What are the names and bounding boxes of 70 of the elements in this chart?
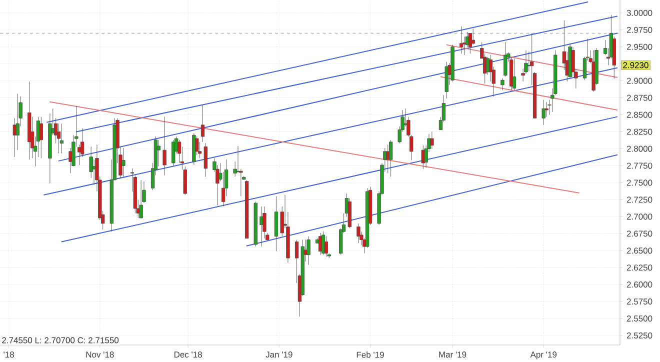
- candlestick: [348, 198, 352, 228]
- candlestick: [450, 44, 454, 82]
- candlestick: [548, 100, 552, 115]
- candlestick: [512, 58, 516, 91]
- y-tick-label: 2.6000: [626, 282, 652, 288]
- y-tick-label: 2.9500: [626, 44, 652, 50]
- x-tick-label: Jan '19: [266, 352, 292, 358]
- candlestick: [306, 236, 310, 266]
- candlestick: [60, 123, 64, 154]
- candlestick: [339, 228, 343, 255]
- candlestick: [162, 116, 166, 176]
- y-tick-label: 2.6500: [626, 248, 652, 254]
- candlestick: [444, 62, 448, 99]
- y-tick-label: 2.6750: [626, 230, 652, 237]
- candlestick: [172, 140, 176, 167]
- y-tick-label: 2.9750: [626, 26, 652, 33]
- candlestick: [221, 172, 226, 207]
- candlestick: [286, 212, 290, 264]
- candlestick: [30, 116, 34, 158]
- y-tick-label: 2.7000: [626, 214, 652, 220]
- candlestick: [16, 93, 20, 150]
- candlestick: [239, 168, 243, 196]
- candlestick: [142, 181, 146, 204]
- x-tick-label: '18: [4, 352, 14, 358]
- y-tick-label: 2.7500: [626, 180, 652, 186]
- candlestick: [459, 26, 464, 54]
- candlestick: [571, 46, 575, 77]
- candlestick: [122, 148, 126, 177]
- candlestick: [156, 140, 161, 167]
- candlestick: [509, 56, 514, 91]
- y-tick-label: 2.9000: [626, 78, 652, 84]
- candlestick: [266, 232, 270, 242]
- annotation: 2.9230: [623, 62, 648, 68]
- x-tick-label: Nov '18: [86, 352, 114, 358]
- candlestick: [612, 36, 616, 79]
- y-tick-label: 2.7250: [626, 196, 652, 203]
- candlestick: [356, 223, 360, 244]
- candlestick: [471, 28, 475, 46]
- candlestick: [39, 116, 43, 158]
- x-tick-label: Apr '19: [530, 352, 557, 360]
- y-tick-label: 2.5500: [626, 316, 652, 322]
- y-tick-label: 2.5250: [626, 332, 652, 338]
- y-tick-label: 2.5750: [626, 298, 652, 305]
- y-tick-label: 2.6250: [626, 264, 652, 271]
- candlestick: [183, 166, 187, 196]
- x-tick-label: Feb '19: [356, 352, 384, 358]
- x-tick-label: Mar '19: [439, 352, 466, 358]
- x-tick-label: Dec '18: [174, 352, 202, 358]
- candlestick: [554, 50, 558, 96]
- candlestick: [504, 42, 508, 77]
- candlestick: [274, 196, 278, 252]
- candlestick: [524, 50, 528, 74]
- y-tick-label: 2.8500: [626, 112, 652, 118]
- y-tick-label: 3.0000: [626, 10, 652, 16]
- candlestick: [388, 140, 393, 177]
- candlestick: [544, 102, 548, 118]
- candlestick: [56, 123, 61, 154]
- y-tick-label: 2.8250: [626, 128, 652, 135]
- y-tick-label: 2.7750: [626, 162, 652, 169]
- candlestick: [430, 132, 434, 149]
- candlestick: [324, 236, 328, 257]
- candlestick: [216, 164, 220, 206]
- annotation: 2.74550 L: 2.70700 C: 2.71550: [2, 337, 119, 344]
- y-tick-label: 2.8000: [626, 146, 652, 152]
- candlestick: [200, 105, 205, 142]
- candlestick: [500, 78, 504, 91]
- candlestick: [28, 81, 32, 160]
- candlestick: [542, 100, 546, 126]
- candlestick: [192, 132, 196, 166]
- y-tick-label: 2.8750: [626, 94, 652, 101]
